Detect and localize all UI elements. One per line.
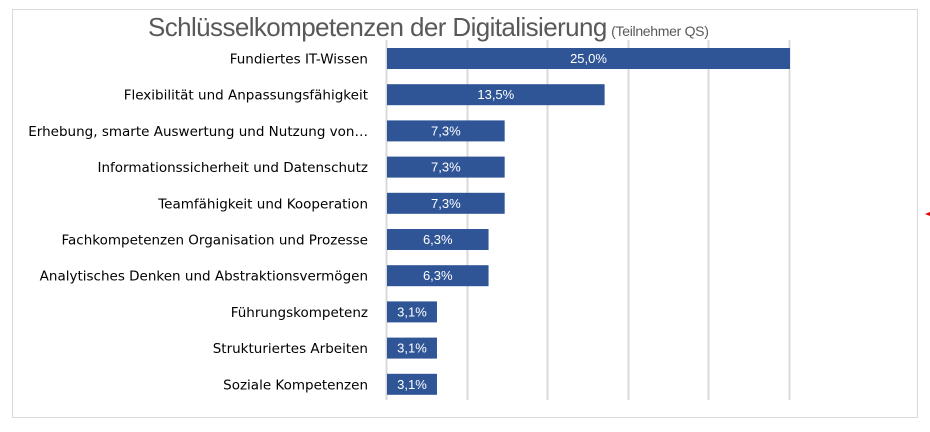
data-label: 6,3% bbox=[423, 232, 453, 247]
bar[interactable] bbox=[387, 192, 505, 214]
chart-subtitle: (Teilnehmer QS) bbox=[611, 23, 709, 39]
data-label: 13,5% bbox=[477, 87, 514, 102]
bars bbox=[387, 48, 790, 395]
category-label: Flexibilität und Anpassungsfähigkeit bbox=[124, 88, 368, 104]
category-label: Führungskompetenz bbox=[231, 305, 368, 321]
red-arrow-marker-icon bbox=[925, 212, 930, 216]
data-label: 3,1% bbox=[397, 304, 427, 319]
bar[interactable] bbox=[387, 156, 505, 178]
category-label: Erhebung, smarte Auswertung und Nutzung … bbox=[28, 124, 368, 140]
category-label: Strukturiertes Arbeiten bbox=[213, 341, 368, 357]
data-label: 7,3% bbox=[431, 123, 461, 138]
data-labels: 25,0% 13,5% 7,3% 7,3% 7,3% 6,3% 6,3% 3,1% 3,1% 3,… bbox=[397, 51, 607, 392]
bar[interactable] bbox=[387, 373, 437, 395]
data-label: 25,0% bbox=[570, 51, 607, 66]
bar[interactable] bbox=[387, 301, 437, 323]
bar[interactable] bbox=[387, 337, 437, 359]
data-label: 3,1% bbox=[397, 377, 427, 392]
data-label: 6,3% bbox=[423, 268, 453, 283]
bar[interactable] bbox=[387, 229, 489, 250]
chart-title: Schlüsselkompetenzen der Digitalisierung… bbox=[148, 12, 709, 43]
data-label: 7,3% bbox=[431, 196, 461, 211]
data-label: 3,1% bbox=[397, 341, 427, 356]
category-label: Soziale Kompetenzen bbox=[223, 377, 368, 393]
category-label: Fachkompetenzen Organisation und Prozess… bbox=[62, 233, 369, 249]
bar[interactable] bbox=[387, 120, 505, 142]
bar[interactable] bbox=[387, 48, 790, 69]
bar[interactable] bbox=[387, 84, 605, 106]
category-label: Informationssicherheit und Datenschutz bbox=[97, 160, 368, 176]
category-label: Analytisches Denken und Abstraktionsverm… bbox=[40, 269, 368, 285]
chart-title-main: Schlüsselkompetenzen der Digitalisierung bbox=[148, 12, 607, 42]
data-label: 7,3% bbox=[431, 160, 461, 175]
category-label: Teamfähigkeit und Kooperation bbox=[157, 196, 368, 212]
bar[interactable] bbox=[387, 265, 489, 287]
category-label: Fundiertes IT-Wissen bbox=[230, 52, 368, 68]
category-labels: Fundiertes IT-Wissen Flexibilität und Anp… bbox=[28, 52, 368, 394]
